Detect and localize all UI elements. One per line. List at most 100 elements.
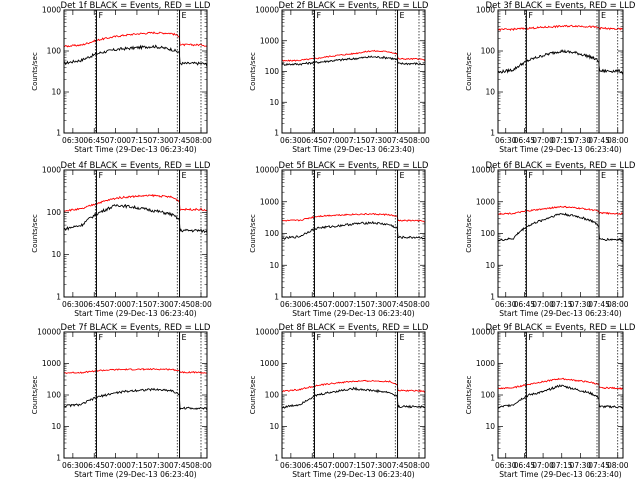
y-tick-label: 10 bbox=[269, 422, 279, 431]
y-tick-label: 10 bbox=[485, 88, 495, 97]
plot-frame bbox=[281, 169, 426, 298]
y-axis-label: Counts/sec bbox=[249, 214, 257, 253]
marker-f: F bbox=[316, 11, 321, 20]
y-tick-label: 1000 bbox=[42, 166, 61, 175]
x-tick-label: 07:00 bbox=[105, 461, 127, 470]
x-tick-label: 06:30 bbox=[495, 136, 517, 145]
y-tick-label: 10 bbox=[51, 88, 61, 97]
y-tick-label: 10000 bbox=[255, 328, 279, 337]
x-tick-label: 07:00 bbox=[323, 300, 345, 309]
marker-e: E bbox=[182, 171, 187, 180]
marker-e: E bbox=[601, 171, 606, 180]
x-tick-label: 06:30 bbox=[280, 136, 302, 145]
y-tick-label: 1 bbox=[56, 293, 61, 302]
x-tick-label: 07:45 bbox=[588, 300, 610, 309]
y-tick-label: 1000 bbox=[476, 197, 495, 206]
x-tick-label: 07:00 bbox=[532, 300, 554, 309]
x-tick-label: 06:45 bbox=[514, 461, 536, 470]
x-tick-label: 08:00 bbox=[190, 136, 212, 145]
x-tick-label: 08:00 bbox=[607, 300, 629, 309]
x-tick-label: 07:15 bbox=[551, 300, 573, 309]
panel-title: Det 2f BLACK = Events, RED = LLD bbox=[279, 1, 429, 11]
x-axis-label: Start Time (29-Dec-13 06:23:40) bbox=[74, 145, 196, 154]
x-tick-label: 07:15 bbox=[126, 136, 148, 145]
y-tick-label: 100 bbox=[47, 47, 62, 56]
y-axis-label: Counts/sec bbox=[31, 376, 39, 415]
y-tick-label: 10 bbox=[51, 250, 61, 259]
y-tick-label: 100 bbox=[481, 391, 496, 400]
y-tick-label: 1 bbox=[490, 454, 495, 463]
x-tick-label: 07:00 bbox=[532, 136, 554, 145]
marker-e: E bbox=[601, 333, 606, 342]
panel-title: Det 5f BLACK = Events, RED = LLD bbox=[279, 161, 429, 171]
y-tick-label: 100 bbox=[265, 229, 280, 238]
events-series-line bbox=[281, 386, 425, 409]
x-tick-label: 07:15 bbox=[344, 461, 366, 470]
panel-det-2: Det 2f BLACK = Events, RED = LLD Counts/s… bbox=[249, 1, 430, 154]
marker-e: E bbox=[400, 333, 405, 342]
x-tick-label: 07:00 bbox=[105, 136, 127, 145]
y-tick-label: 1 bbox=[56, 129, 61, 138]
lld-series-line bbox=[63, 194, 208, 212]
x-axis-label: Start Time (29-Dec-13 06:23:40) bbox=[499, 470, 621, 479]
x-tick-label: 06:45 bbox=[83, 461, 105, 470]
panel-det-5: Det 5f BLACK = Events, RED = LLD Counts/s… bbox=[249, 161, 430, 318]
x-tick-label: 06:30 bbox=[62, 136, 84, 145]
x-tick-label: 06:45 bbox=[301, 136, 323, 145]
x-tick-label: 08:00 bbox=[408, 136, 430, 145]
marker-f: F bbox=[98, 333, 103, 342]
panel-title: Det 7f BLACK = Events, RED = LLD bbox=[61, 323, 211, 333]
y-tick-label: 1000 bbox=[260, 359, 279, 368]
panel-title: Det 8f BLACK = Events, RED = LLD bbox=[279, 323, 429, 333]
y-tick-label: 100 bbox=[481, 47, 496, 56]
x-tick-label: 07:45 bbox=[588, 136, 610, 145]
marker-f: F bbox=[98, 171, 103, 180]
y-axis-label: Counts/sec bbox=[249, 52, 257, 91]
marker-f: F bbox=[316, 333, 321, 342]
plot-frame bbox=[497, 169, 624, 298]
x-tick-label: 07:45 bbox=[387, 300, 409, 309]
y-tick-label: 1000 bbox=[476, 359, 495, 368]
x-tick-label: 07:30 bbox=[570, 461, 592, 470]
marker-f: F bbox=[528, 171, 533, 180]
events-series-line bbox=[63, 203, 208, 234]
plot-frame bbox=[63, 9, 208, 134]
x-tick-label: 06:45 bbox=[514, 136, 536, 145]
plot-frame bbox=[63, 331, 208, 459]
x-tick-label: 06:45 bbox=[301, 300, 323, 309]
x-tick-label: 07:45 bbox=[169, 461, 191, 470]
x-tick-label: 07:45 bbox=[588, 461, 610, 470]
x-tick-label: 07:30 bbox=[147, 136, 169, 145]
x-tick-label: 07:00 bbox=[323, 461, 345, 470]
plot-frame bbox=[281, 331, 426, 459]
x-tick-label: 07:30 bbox=[147, 300, 169, 309]
x-tick-label: 08:00 bbox=[190, 300, 212, 309]
x-tick-label: 07:00 bbox=[323, 136, 345, 145]
x-tick-label: 06:30 bbox=[280, 461, 302, 470]
y-tick-label: 1000 bbox=[42, 6, 61, 15]
y-tick-label: 100 bbox=[265, 67, 280, 76]
events-series-line bbox=[63, 387, 208, 411]
x-tick-label: 07:00 bbox=[105, 300, 127, 309]
x-tick-label: 07:15 bbox=[344, 136, 366, 145]
y-tick-label: 100 bbox=[481, 229, 496, 238]
x-axis-label: Start Time (29-Dec-13 06:23:40) bbox=[292, 309, 414, 318]
x-tick-label: 07:45 bbox=[169, 136, 191, 145]
x-tick-label: 08:00 bbox=[408, 300, 430, 309]
x-axis-label: Start Time (29-Dec-13 06:23:40) bbox=[499, 309, 621, 318]
panel-det-1: Det 1f BLACK = Events, RED = LLD Counts/s… bbox=[31, 1, 212, 154]
y-tick-label: 10 bbox=[269, 261, 279, 270]
x-tick-label: 07:30 bbox=[570, 136, 592, 145]
panel-title: Det 6f BLACK = Events, RED = LLD bbox=[486, 161, 636, 171]
x-tick-label: 07:15 bbox=[344, 300, 366, 309]
y-tick-label: 1 bbox=[274, 454, 279, 463]
x-tick-label: 07:00 bbox=[532, 461, 554, 470]
events-series-line bbox=[497, 212, 624, 242]
y-axis-label: Counts/sec bbox=[465, 376, 473, 415]
panel-det-6: Det 6f BLACK = Events, RED = LLD Counts/s… bbox=[465, 161, 636, 318]
y-axis-label: Counts/sec bbox=[249, 376, 257, 415]
x-tick-label: 06:45 bbox=[514, 300, 536, 309]
events-series-line bbox=[63, 44, 208, 67]
x-tick-label: 06:45 bbox=[83, 136, 105, 145]
